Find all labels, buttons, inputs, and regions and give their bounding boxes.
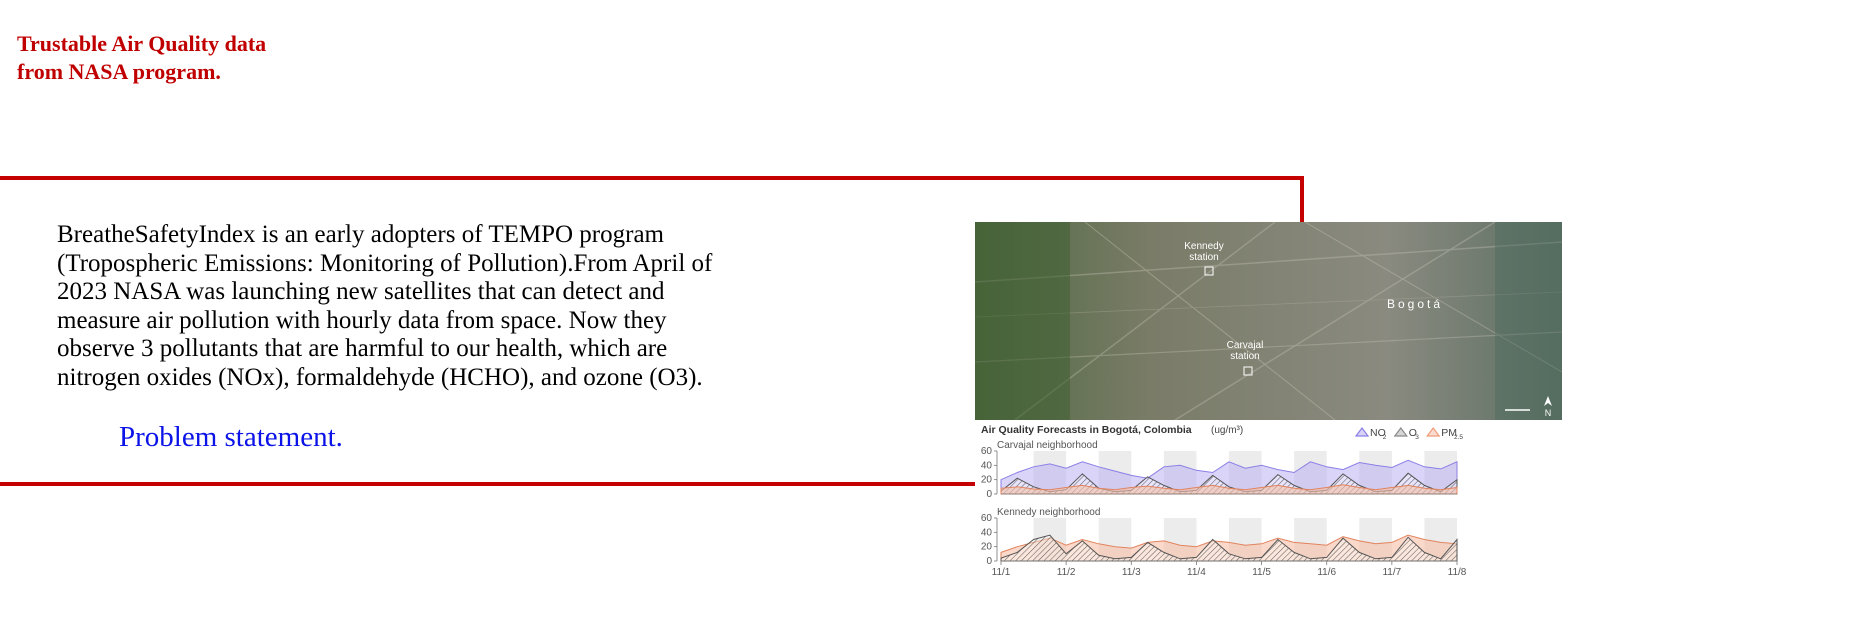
- panel-title-0: Carvajal neighborhood: [997, 440, 1098, 451]
- series-area-o3-1: [1000, 534, 1458, 562]
- bottom-divider-line: [0, 482, 975, 486]
- legend-sub-1: 3: [1415, 434, 1419, 441]
- x-tick-label-5: 11/6: [1317, 567, 1336, 578]
- series-area-pm25-0: [1000, 484, 1458, 495]
- chart-units: (ug/m³): [1211, 425, 1243, 436]
- north-arrow-icon: N: [1544, 396, 1552, 418]
- site-title-line-2: from NASA program.: [17, 59, 221, 84]
- chart-title: Air Quality Forecasts in Bogotá, Colombi…: [981, 424, 1192, 436]
- map-background: [975, 222, 1562, 420]
- x-axis: 11/1 11/2 11/3 11/4 11/5 11/6 11/7 11/8: [992, 561, 1467, 578]
- legend-label-2: PM: [1441, 427, 1457, 439]
- legend-label-0: NO: [1370, 427, 1386, 439]
- intro-paragraph: BreatheSafetyIndex is an early adopters …: [57, 221, 713, 391]
- panel-title-1: Kennedy neighborhood: [997, 507, 1100, 518]
- y-tick-label-0-3: 0: [986, 489, 992, 500]
- carvajal-label-1: Carvajal: [1227, 340, 1264, 351]
- city-label: Bogotá: [1387, 297, 1443, 311]
- x-tick-label-6: 11/7: [1382, 567, 1401, 578]
- legend-label-1: O: [1409, 427, 1417, 439]
- map-eastern-hills: [1495, 222, 1562, 420]
- legend-item-2: PM2.5: [1426, 427, 1463, 441]
- legend-swatch-1: [1393, 427, 1408, 437]
- satellite-map: Kennedy station Carvajal station Bogotá …: [975, 222, 1562, 420]
- legend-swatch-2: [1426, 427, 1441, 437]
- y-tick-label-1-1: 40: [981, 527, 993, 538]
- legend-swatch-0: [1354, 427, 1370, 437]
- north-label: N: [1545, 408, 1552, 418]
- y-tick-label-1-2: 20: [981, 542, 993, 553]
- problem-statement-link[interactable]: Problem statement.: [119, 421, 343, 453]
- connector-line: [1300, 176, 1304, 224]
- y-tick-label-0-2: 20: [981, 475, 993, 486]
- y-tick-label-1-3: 0: [986, 556, 992, 567]
- carvajal-station-marker: [1243, 366, 1253, 376]
- y-tick-label-1-0: 60: [981, 513, 993, 524]
- air-quality-chart: Air Quality Forecasts in Bogotá, Colombi…: [981, 424, 1467, 578]
- carvajal-label-2: station: [1230, 351, 1259, 362]
- legend-item-0: NO2: [1354, 427, 1387, 441]
- air-quality-figure: Kennedy station Carvajal station Bogotá …: [975, 222, 1562, 608]
- x-tick-label-4: 11/5: [1252, 567, 1271, 578]
- map-green-area: [975, 222, 1070, 420]
- legend-sub-0: 2: [1383, 434, 1387, 441]
- site-title: Trustable Air Quality data from NASA pro…: [17, 30, 266, 86]
- chart-legend: NO2 O3 PM2.5: [1354, 427, 1463, 441]
- top-divider-line: [0, 176, 1304, 180]
- legend-sub-2: 2.5: [1454, 434, 1463, 441]
- kennedy-label-2: station: [1189, 252, 1218, 263]
- panel-1: Kennedy neighborhood 60 40 20 0: [981, 507, 1458, 567]
- site-title-line-1: Trustable Air Quality data: [17, 31, 267, 56]
- legend-item-1: O3: [1393, 427, 1419, 441]
- x-tick-label-3: 11/4: [1187, 567, 1206, 578]
- x-tick-label-7: 11/8: [1448, 567, 1467, 578]
- y-tick-label-0-1: 40: [981, 460, 993, 471]
- kennedy-station-marker: [1204, 266, 1214, 276]
- x-tick-label-2: 11/3: [1122, 567, 1141, 578]
- kennedy-label-1: Kennedy: [1184, 241, 1223, 252]
- x-tick-label-0: 11/1: [992, 567, 1011, 578]
- y-tick-label-0-0: 60: [981, 446, 993, 457]
- panel-0: Carvajal neighborhood 60 40 20 0: [981, 440, 1458, 500]
- x-tick-label-1: 11/2: [1057, 567, 1076, 578]
